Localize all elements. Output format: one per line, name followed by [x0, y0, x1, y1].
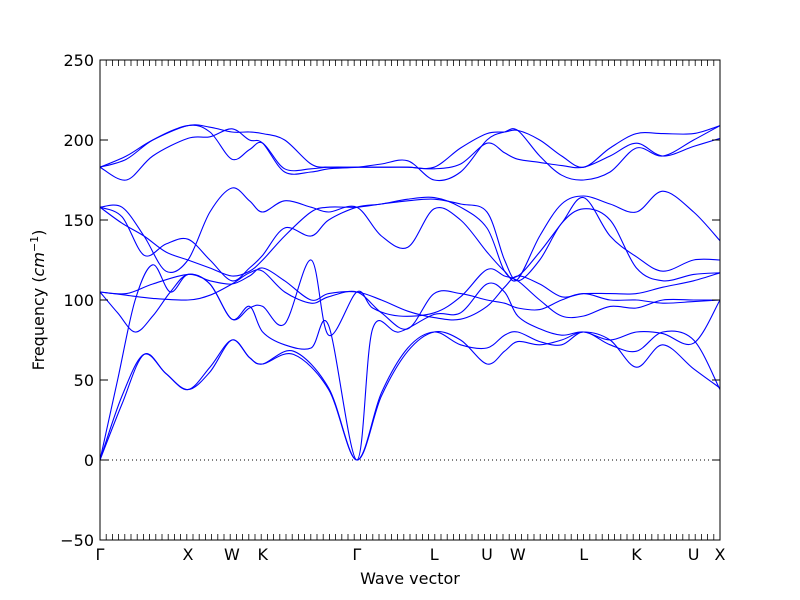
phonon-branch-1: [99, 331, 721, 461]
y-axis-label: Frequency (cm−1): [28, 230, 48, 371]
phonon-branch-7: [99, 196, 721, 282]
phonon-branch-3: [99, 264, 721, 461]
phonon-branch-2: [99, 330, 721, 461]
series-group: [99, 124, 721, 461]
y-tick-label: 150: [63, 211, 94, 230]
x-tick-label: Γ: [96, 545, 105, 564]
y-axis-label-prefix: Frequency (: [29, 276, 48, 370]
y-axis-label-unit: cm: [29, 252, 48, 276]
y-axis-ticks: −50 0 50 100 150 200 250: [60, 51, 720, 550]
x-tick-label: K: [257, 545, 268, 564]
x-tick-label: L: [430, 545, 439, 564]
phonon-branch-5: [99, 269, 721, 330]
y-tick-label: 100: [63, 291, 94, 310]
x-tick-label: W: [510, 545, 526, 564]
x-tick-label: X: [715, 545, 726, 564]
phonon-branch-8: [99, 198, 721, 282]
phonon-branch-10: [99, 125, 721, 182]
minor-ticks: [99, 60, 715, 540]
y-axis-label-exponent: −1: [28, 236, 41, 252]
x-tick-label: X: [182, 545, 193, 564]
x-tick-label: U: [481, 545, 493, 564]
x-tick-label: K: [631, 545, 642, 564]
y-tick-label: 50: [74, 371, 94, 390]
phonon-branch-12: [99, 124, 721, 172]
y-tick-label: −50: [60, 531, 94, 550]
x-tick-label: L: [579, 545, 588, 564]
x-tick-label: U: [688, 545, 700, 564]
phonon-branch-6: [99, 267, 721, 321]
y-axis-label-suffix: ): [29, 230, 48, 236]
phonon-branch-9: [99, 187, 721, 282]
y-tick-label: 200: [63, 131, 94, 150]
y-tick-label: 250: [63, 51, 94, 70]
phonon-branch-4: [99, 259, 720, 336]
x-tick-label: Γ: [352, 545, 361, 564]
x-axis-label: Wave vector: [360, 569, 460, 588]
x-tick-label: W: [224, 545, 240, 564]
y-tick-label: 0: [84, 451, 94, 470]
